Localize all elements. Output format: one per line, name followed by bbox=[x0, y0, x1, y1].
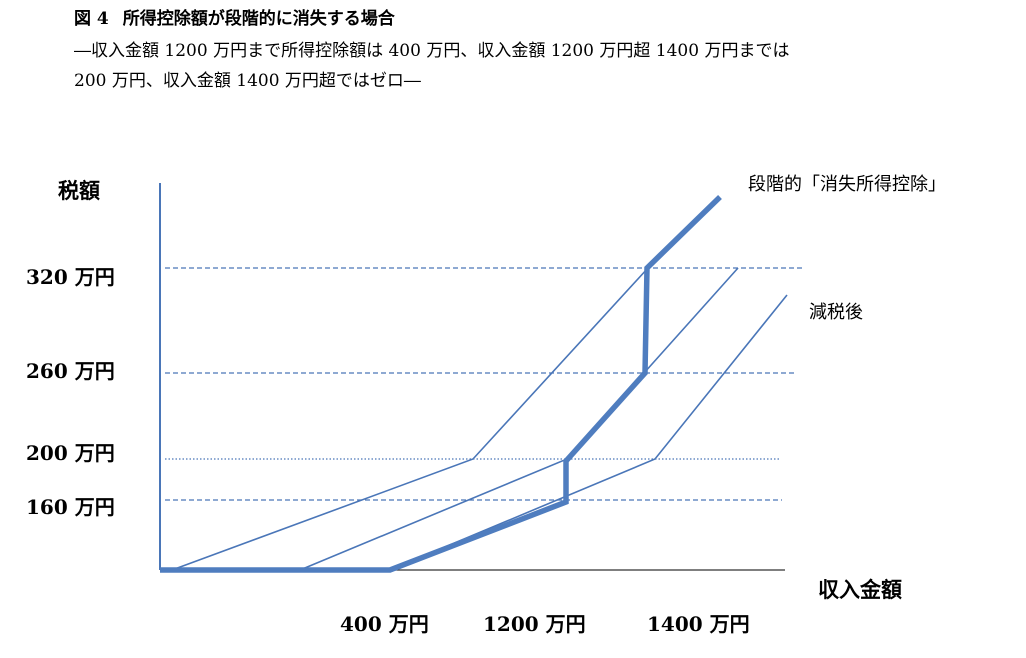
subtitle-line-1: ―収入金額 1200 万円まで所得控除額は 400 万円、収入金額 1200 万… bbox=[74, 41, 790, 61]
subtitle-line-2: 200 万円、収入金額 1400 万円超ではゼロ― bbox=[74, 71, 421, 91]
phaseout-thick-line bbox=[160, 195, 722, 573]
figure-subtitle: ―収入金額 1200 万円まで所得控除額は 400 万円、収入金額 1200 万… bbox=[74, 36, 1014, 96]
y-tick-label: 320 万円 bbox=[26, 265, 115, 289]
tax-line-no-deduction bbox=[171, 267, 649, 571]
figure-number: 図 4 bbox=[74, 9, 109, 29]
tax-line-200-deduction bbox=[299, 267, 739, 571]
x-tick-label: 1200 万円 bbox=[483, 612, 586, 636]
x-tick-label: 1400 万円 bbox=[647, 612, 750, 636]
figure-header: 図 4 所得控除額が段階的に消失する場合 ―収入金額 1200 万円まで所得控除額… bbox=[74, 6, 1014, 96]
y-tick-label: 160 万円 bbox=[26, 495, 115, 519]
after-tax-annotation: 減税後 bbox=[809, 302, 863, 323]
x-axis-label: 収入金額 bbox=[818, 577, 902, 602]
y-tick-label: 260 万円 bbox=[26, 359, 115, 383]
y-tick-label: 200 万円 bbox=[26, 441, 115, 465]
figure-title-text: 所得控除額が段階的に消失する場合 bbox=[122, 9, 395, 29]
figure-title: 図 4 所得控除額が段階的に消失する場合 bbox=[74, 6, 1014, 32]
x-tick-label: 400 万円 bbox=[340, 612, 429, 636]
phaseout-annotation: 段階的「消失所得控除」 bbox=[748, 174, 946, 195]
y-axis-label: 税額 bbox=[58, 178, 100, 203]
